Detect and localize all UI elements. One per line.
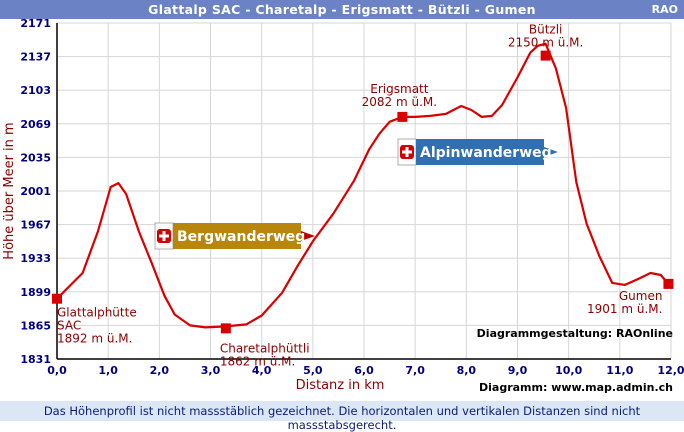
y-tick-label: 2103 <box>20 84 51 97</box>
y-tick-label: 2137 <box>20 51 51 64</box>
x-tick-label: 6,0 <box>354 364 374 377</box>
y-tick-label: 1899 <box>20 286 51 299</box>
axes: 2171 2137 2103 2069 2035 2001 1967 1933 1899 1865… <box>2 19 684 393</box>
waypoint-marker <box>220 323 231 334</box>
y-tick-label: 2171 <box>20 19 51 30</box>
rao-badge: RAO <box>651 3 678 16</box>
waypoint-label: Glattalphütte <box>57 306 137 320</box>
trail-tag <box>416 139 544 165</box>
x-tick-label: 11,0 <box>606 364 633 377</box>
trail-labels: Bergwanderweg Alpinwanderweg <box>154 138 558 250</box>
y-tick-label: 2035 <box>20 151 51 164</box>
credit-design: Diagrammgestaltung: RAOnline <box>477 327 673 340</box>
y-tick-label: 2069 <box>20 118 51 131</box>
credits: Diagrammgestaltung: RAOnline Diagramm: ww… <box>477 327 673 394</box>
waypoint-marker <box>663 278 674 289</box>
x-tick-label: 9,0 <box>508 364 528 377</box>
cross-bar-h <box>159 234 169 238</box>
waypoint-label: SAC <box>57 319 81 333</box>
elevation-profile-chart: 2171 2137 2103 2069 2035 2001 1967 1933 1899 1865… <box>2 19 684 394</box>
waypoint-label: 1862 m ü.M. <box>220 354 295 368</box>
x-tick-label: 0,0 <box>47 364 67 377</box>
x-tick-label: 5,0 <box>303 364 323 377</box>
waypoint-label: 1892 m ü.M. <box>57 332 132 346</box>
x-axis-label: Distanz in km <box>296 378 385 393</box>
waypoint-label: Charetalphüttli <box>220 341 310 355</box>
waypoint-label: 2150 m ü.M. <box>508 36 583 50</box>
x-tick-label: 3,0 <box>201 364 221 377</box>
trail-tag <box>173 223 301 249</box>
credit-source: Diagramm: www.map.admin.ch <box>479 381 673 394</box>
trail-tag-label: Alpinwanderweg <box>420 145 552 161</box>
footer-note: Das Höhenprofil ist nicht massstäblich g… <box>43 404 641 432</box>
waypoint-label: Gumen <box>619 289 663 303</box>
trail-arrow-icon <box>544 147 558 157</box>
waypoint-label: Bützli <box>529 23 563 37</box>
trail-arrow-icon <box>301 231 315 241</box>
waypoint-marker <box>52 293 62 304</box>
x-tick-label: 8,0 <box>457 364 477 377</box>
y-axis-label: Höhe über Meer in m <box>2 122 17 259</box>
x-tick-label: 4,0 <box>252 364 272 377</box>
waypoint-marker <box>540 50 551 61</box>
y-tick-label: 1865 <box>20 319 51 332</box>
page-title: Glattalp SAC - Charetalp - Erigsmatt - B… <box>148 2 536 17</box>
series <box>56 42 670 329</box>
footer: Das Höhenprofil ist nicht massstäblich g… <box>0 401 684 432</box>
x-tick-label: 2,0 <box>150 364 170 377</box>
x-tick-label: 7,0 <box>405 364 425 377</box>
waypoint-label: Erigsmatt <box>370 82 428 96</box>
cross-bar-h <box>402 150 412 154</box>
y-tick-label: 1831 <box>20 353 51 366</box>
x-tick-label: 1,0 <box>98 364 118 377</box>
y-tick-label: 1933 <box>20 252 51 265</box>
x-tick-label: 12,0 <box>657 364 684 377</box>
y-tick-label: 2001 <box>20 185 51 198</box>
title-bar: Glattalp SAC - Charetalp - Erigsmatt - B… <box>0 0 684 19</box>
trail-label-badge: Alpinwanderweg <box>397 138 558 166</box>
elevation-line <box>56 42 670 329</box>
trail-label-badge: Bergwanderweg <box>154 222 315 250</box>
trail-tag-label: Bergwanderweg <box>177 229 305 245</box>
waypoint-marker <box>397 111 408 122</box>
waypoint-label: 2082 m ü.M. <box>362 95 437 109</box>
waypoint-label: 1901 m ü.M. <box>587 302 662 316</box>
x-tick-label: 10,0 <box>555 364 582 377</box>
y-tick-label: 1967 <box>20 219 51 232</box>
